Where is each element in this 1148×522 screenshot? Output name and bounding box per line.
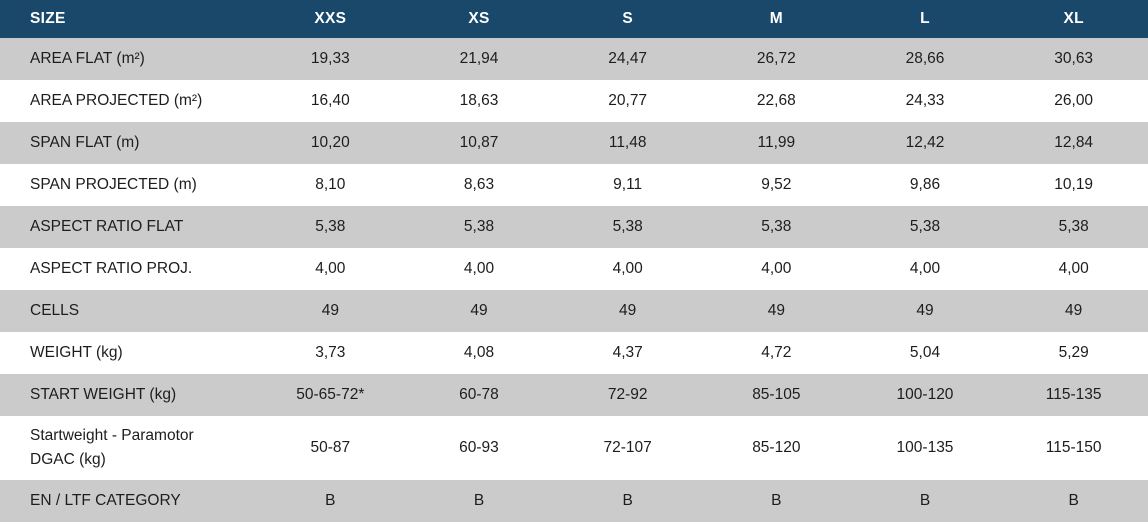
cell-value: 5,04 (909, 344, 941, 361)
cell-value: 22,68 (756, 92, 796, 109)
cell-value: 49 (470, 302, 488, 319)
cell-value: 8,63 (463, 176, 495, 193)
cell-value: 12,84 (1054, 134, 1094, 151)
cell-value: 115-135 (1045, 386, 1102, 403)
cell-value: B (622, 492, 633, 509)
table-row: Startweight - Paramotor DGAC (kg) 50-87 60… (0, 416, 1148, 480)
cell-value: 24,47 (608, 50, 648, 67)
cell-value: 72-92 (607, 386, 648, 403)
header-cell-size: SIZE (30, 9, 66, 27)
cell-value: 26,00 (1054, 92, 1094, 109)
cell-value: 85-105 (752, 386, 801, 403)
cell-value: 12,42 (905, 134, 945, 151)
cell-value: 4,00 (761, 260, 792, 277)
cell-value: 5,29 (1058, 344, 1089, 361)
cell-value: 49 (619, 302, 637, 319)
cell-value: 5,38 (463, 218, 495, 235)
table-row: AREA FLAT (m²) 19,33 21,94 24,47 26,72 28,66 3… (0, 38, 1148, 80)
table-row: CELLS 49 49 49 49 49 49 (0, 290, 1148, 332)
cell-value: 10,19 (1054, 176, 1094, 193)
cell-value: 9,86 (909, 176, 941, 193)
row-label: WEIGHT (kg) (30, 343, 123, 361)
cell-value: 4,00 (909, 260, 941, 277)
cell-value: 4,08 (463, 344, 495, 361)
cell-value: 72-107 (603, 439, 652, 456)
table-row: AREA PROJECTED (m²) 16,40 18,63 20,77 22,68 2… (0, 80, 1148, 122)
cell-value: 85-120 (752, 439, 801, 456)
row-label: CELLS (30, 301, 80, 319)
cell-value: 60-78 (459, 386, 499, 403)
cell-value: 5,38 (909, 218, 941, 235)
cell-value: 5,38 (315, 218, 346, 235)
cell-value: 19,33 (310, 50, 350, 67)
cell-value: 4,00 (1058, 260, 1089, 277)
cell-value: 26,72 (756, 50, 796, 67)
cell-value: 28,66 (905, 50, 945, 67)
cell-value: 4,72 (761, 344, 792, 361)
cell-value: 50-87 (310, 439, 351, 456)
cell-value: 20,77 (608, 92, 648, 109)
cell-value: 21,94 (459, 50, 499, 67)
cell-value: 4,00 (315, 260, 346, 277)
table-row: START WEIGHT (kg) 50-65-72* 60-78 72-92 85-1… (0, 374, 1148, 416)
cell-value: 60-93 (459, 439, 499, 456)
cell-value: 11,48 (608, 134, 647, 151)
cell-value: B (1068, 492, 1079, 509)
header-cell-xs: XS (468, 10, 490, 27)
cell-value: B (325, 492, 336, 509)
row-label: Startweight - Paramotor DGAC (kg) (30, 426, 194, 468)
table-row: SPAN FLAT (m) 10,20 10,87 11,48 11,99 12,42 12… (0, 122, 1148, 164)
cell-value: 9,52 (761, 176, 792, 193)
header-cell-xxs: XXS (314, 10, 347, 27)
cell-value: 3,73 (315, 344, 346, 361)
header-cell-l: L (920, 10, 930, 27)
cell-value: 49 (321, 302, 339, 319)
cell-value: 16,40 (310, 92, 350, 109)
cell-value: 49 (767, 302, 785, 319)
cell-value: 18,63 (459, 92, 499, 109)
cell-value: B (771, 492, 782, 509)
row-label: SPAN PROJECTED (m) (30, 175, 197, 193)
table-row: SPAN PROJECTED (m) 8,10 8,63 9,11 9,52 9,86 10… (0, 164, 1148, 206)
table-header-row: SIZE XXS XS S M L XL (0, 0, 1148, 38)
cell-value: 4,00 (612, 260, 643, 277)
row-label: START WEIGHT (kg) (30, 385, 177, 403)
table-row: WEIGHT (kg) 3,73 4,08 4,37 4,72 5,04 5,29 (0, 332, 1148, 374)
cell-value: 9,11 (613, 176, 643, 193)
cell-value: 5,38 (761, 218, 792, 235)
row-label: SPAN FLAT (m) (30, 133, 140, 151)
cell-value: 24,33 (905, 92, 945, 109)
header-cell-m: M (769, 10, 783, 27)
cell-value: 8,10 (315, 176, 346, 193)
cell-value: 10,20 (310, 134, 350, 151)
cell-value: 50-65-72* (296, 386, 365, 403)
cell-value: 100-135 (896, 439, 954, 456)
cell-value: 10,87 (459, 134, 499, 151)
cell-value: 4,00 (463, 260, 495, 277)
cell-value: 100-120 (896, 386, 954, 403)
row-label: AREA FLAT (m²) (30, 49, 145, 67)
header-cell-s: S (622, 10, 633, 27)
row-label: ASPECT RATIO PROJ. (30, 259, 193, 277)
cell-value: 5,38 (612, 218, 643, 235)
cell-value: 5,38 (1058, 218, 1089, 235)
cell-value: 49 (916, 302, 934, 319)
row-label: ASPECT RATIO FLAT (30, 217, 184, 235)
row-label: EN / LTF CATEGORY (30, 491, 181, 509)
cell-value: 49 (1065, 302, 1083, 319)
table-row: EN / LTF CATEGORY B B B B B B (0, 480, 1148, 522)
cell-value: B (473, 492, 485, 509)
header-cell-xl: XL (1063, 10, 1084, 27)
table-row: ASPECT RATIO FLAT 5,38 5,38 5,38 5,38 5,38 5,3… (0, 206, 1148, 248)
cell-value: 30,63 (1054, 50, 1094, 67)
cell-value: 115-150 (1045, 439, 1102, 456)
table-body: AREA FLAT (m²) 19,33 21,94 24,47 26,72 28,66 3… (0, 38, 1148, 522)
cell-value: 4,37 (612, 344, 643, 361)
row-label: AREA PROJECTED (m²) (30, 91, 203, 109)
table-row: ASPECT RATIO PROJ. 4,00 4,00 4,00 4,00 4,00 4,… (0, 248, 1148, 290)
cell-value: 11,99 (757, 134, 796, 151)
cell-value: B (919, 492, 931, 509)
